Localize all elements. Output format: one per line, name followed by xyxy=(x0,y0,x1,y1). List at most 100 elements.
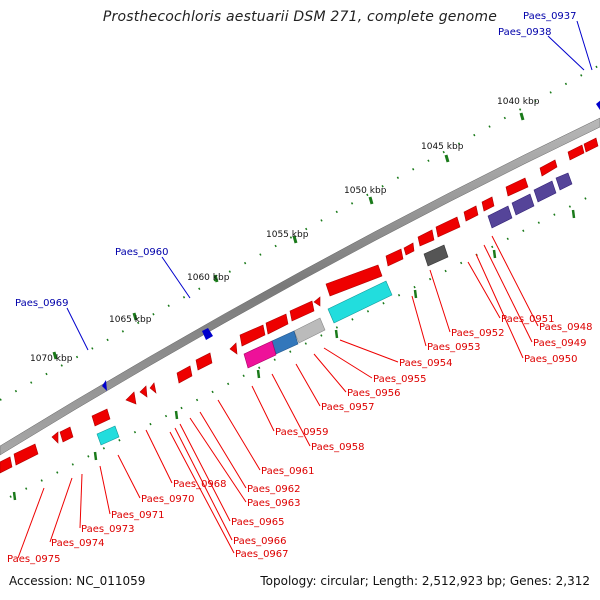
gene-label[interactable]: Paes_0960 xyxy=(115,247,169,258)
gene-arrow xyxy=(149,382,157,394)
gene-label[interactable]: Paes_0966 xyxy=(233,536,287,547)
leader-paes-0950 xyxy=(475,253,524,359)
gene-label[interactable]: Paes_0948 xyxy=(539,322,593,333)
gene-arrow xyxy=(417,229,435,247)
leader-paes-0969 xyxy=(66,307,89,351)
orf-purple xyxy=(555,172,573,191)
gene-label[interactable]: Paes_0938 xyxy=(498,27,552,38)
gene-arrow xyxy=(229,342,238,355)
gene-label[interactable]: Paes_0968 xyxy=(173,479,227,490)
gene-arrow xyxy=(539,159,558,177)
gene-label[interactable]: Paes_0965 xyxy=(231,517,285,528)
gene-arrow xyxy=(325,264,383,297)
tick-label: 1060 kbp xyxy=(187,273,230,283)
gene-arrow xyxy=(505,177,529,197)
orf-purple xyxy=(533,180,557,203)
tick-label: 1050 kbp xyxy=(344,186,387,196)
gene-label[interactable]: Paes_0949 xyxy=(533,338,587,349)
gene-label[interactable]: Paes_0973 xyxy=(81,524,135,535)
leader-paes-0951 xyxy=(467,261,501,319)
inner-dash xyxy=(334,329,339,339)
tick-mark xyxy=(52,351,58,360)
leader-paes-0966 xyxy=(174,427,233,541)
tick-mark xyxy=(213,274,219,283)
tick-mark xyxy=(519,112,525,121)
gene-label[interactable]: Paes_0957 xyxy=(321,402,375,413)
gene-label[interactable]: Paes_0963 xyxy=(247,498,301,509)
leader-paes-0965 xyxy=(179,423,231,522)
gene-label[interactable]: Paes_0955 xyxy=(373,374,427,385)
leader-paes-0973 xyxy=(79,473,83,529)
leader-paes-0963 xyxy=(189,417,247,503)
map-title: Prosthecochloris aestuarii DSM 271, comp… xyxy=(102,9,498,25)
orf-purple xyxy=(487,205,513,229)
leader-paes-0968 xyxy=(145,429,173,484)
gene-label[interactable]: Paes_0958 xyxy=(311,442,365,453)
inner-dash xyxy=(93,451,98,461)
gene-label[interactable]: Paes_0956 xyxy=(347,388,401,399)
gene-label[interactable]: Paes_0971 xyxy=(111,510,165,521)
leader-paes-0948 xyxy=(491,235,539,327)
gene-arrow xyxy=(195,352,213,371)
gene-label[interactable]: Paes_0950 xyxy=(524,354,578,365)
leader-paes-0961 xyxy=(217,399,261,471)
gene-label[interactable]: Paes_0967 xyxy=(235,549,289,560)
inner-dash xyxy=(413,289,418,299)
gene-arrow-paes-0937 xyxy=(596,100,600,110)
gene-label[interactable]: Paes_0961 xyxy=(261,466,315,477)
gene-arrow xyxy=(463,205,479,222)
orf-grey xyxy=(293,317,326,344)
gene-label[interactable]: Paes_0969 xyxy=(15,298,69,309)
tick-mark xyxy=(444,154,450,163)
leader-paes-0967 xyxy=(169,431,235,554)
tick-mark xyxy=(368,196,374,205)
orf-magenta xyxy=(243,340,277,369)
gene-arrow-paes-0969 xyxy=(102,380,107,391)
inner-dash xyxy=(12,491,17,501)
gene-label[interactable]: Paes_0953 xyxy=(427,342,481,353)
gene-arrow xyxy=(176,365,193,384)
gene-label[interactable]: Paes_0975 xyxy=(7,554,61,565)
tick-label: 1065 kbp xyxy=(109,315,152,325)
gene-arrow xyxy=(385,248,404,267)
gene-label[interactable]: Paes_0962 xyxy=(247,484,301,495)
gene-label[interactable]: Paes_0970 xyxy=(141,494,195,505)
leader-paes-0938 xyxy=(547,35,585,71)
tick-label: 1045 kbp xyxy=(421,142,464,152)
gene-label[interactable]: Paes_0937 xyxy=(523,11,577,22)
gene-label[interactable]: Paes_0954 xyxy=(399,358,453,369)
tick-label: 1040 kbp xyxy=(497,97,540,107)
gene-arrow xyxy=(59,426,74,443)
tick-mark xyxy=(292,235,298,244)
orf-purple xyxy=(511,193,535,216)
tick-label: 1070 kbp xyxy=(30,354,73,364)
leader-paes-0956 xyxy=(313,353,347,393)
gene-label[interactable]: Paes_0974 xyxy=(51,538,105,549)
gene-labels: Paes_0937 Paes_0938 Paes_0948 Paes_0949 … xyxy=(7,11,593,565)
gene-arrow xyxy=(313,296,321,307)
gene-arrow-paes-0960 xyxy=(202,328,213,340)
gene-arrow xyxy=(51,431,59,444)
inner-tick-dashes xyxy=(12,209,576,501)
label-leaders xyxy=(17,20,593,559)
gene-arrow xyxy=(403,242,415,256)
leader-paes-0957 xyxy=(295,363,321,407)
gene-label[interactable]: Paes_0959 xyxy=(275,427,329,438)
accession-label: Accession: NC_011059 xyxy=(9,574,146,588)
gene-label[interactable]: Paes_0951 xyxy=(501,314,555,325)
tick-mark xyxy=(132,312,138,321)
tick-label: 1055 kbp xyxy=(266,230,309,240)
inner-dash xyxy=(571,209,576,219)
inner-dash xyxy=(492,249,497,259)
topology-label: Topology: circular; Length: 2,512,923 bp… xyxy=(260,574,590,588)
inner-dash xyxy=(256,369,261,379)
reverse-strand-genes xyxy=(102,100,600,391)
gene-arrow xyxy=(481,196,495,212)
leader-paes-0959 xyxy=(251,385,275,432)
leader-paes-0954 xyxy=(339,339,399,363)
gene-label[interactable]: Paes_0952 xyxy=(451,328,505,339)
gene-arrow xyxy=(265,313,289,335)
gene-arrow xyxy=(91,408,111,427)
